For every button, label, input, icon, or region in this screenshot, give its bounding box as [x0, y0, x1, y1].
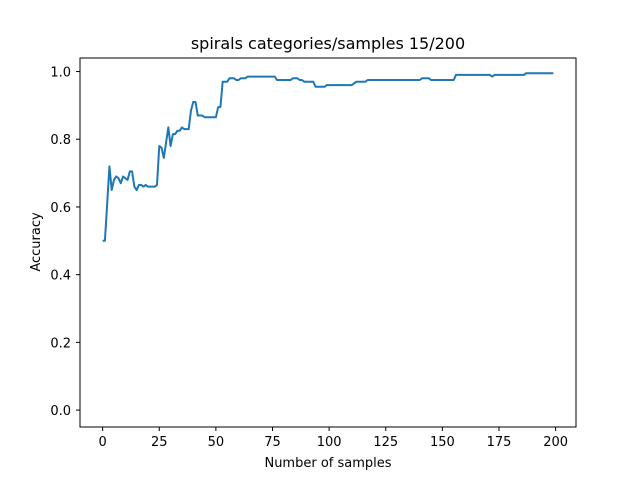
x-tick-label: 75 — [264, 435, 281, 450]
y-tick-label: 0.4 — [50, 269, 71, 284]
x-tick-label: 50 — [208, 435, 225, 450]
series-line — [102, 72, 554, 242]
x-axis-label: Number of samples — [264, 456, 391, 471]
plot-frame — [79, 57, 577, 428]
chart-title: spirals categories/samples 15/200 — [191, 34, 465, 53]
y-axis-ticks: 0.0 0.2 0.4 0.6 0.8 1.0 — [50, 66, 80, 419]
x-tick-label: 0 — [99, 435, 107, 450]
y-tick-label: 1.0 — [50, 66, 71, 81]
x-tick-label: 175 — [487, 435, 512, 450]
x-tick-label: 25 — [151, 435, 168, 450]
x-axis-ticks: 0 25 50 75 100 125 150 175 200 — [99, 427, 568, 450]
y-axis-label: Accuracy — [29, 212, 44, 272]
y-tick-label: 0.6 — [50, 201, 71, 216]
x-tick-label: 125 — [373, 435, 398, 450]
y-tick-label: 0.2 — [50, 336, 71, 351]
x-tick-label: 150 — [430, 435, 455, 450]
series-layer — [102, 72, 554, 242]
y-tick-label: 0.0 — [50, 404, 71, 419]
y-tick-label: 0.8 — [50, 133, 71, 148]
x-tick-label: 200 — [543, 435, 568, 450]
x-tick-label: 100 — [317, 435, 342, 450]
